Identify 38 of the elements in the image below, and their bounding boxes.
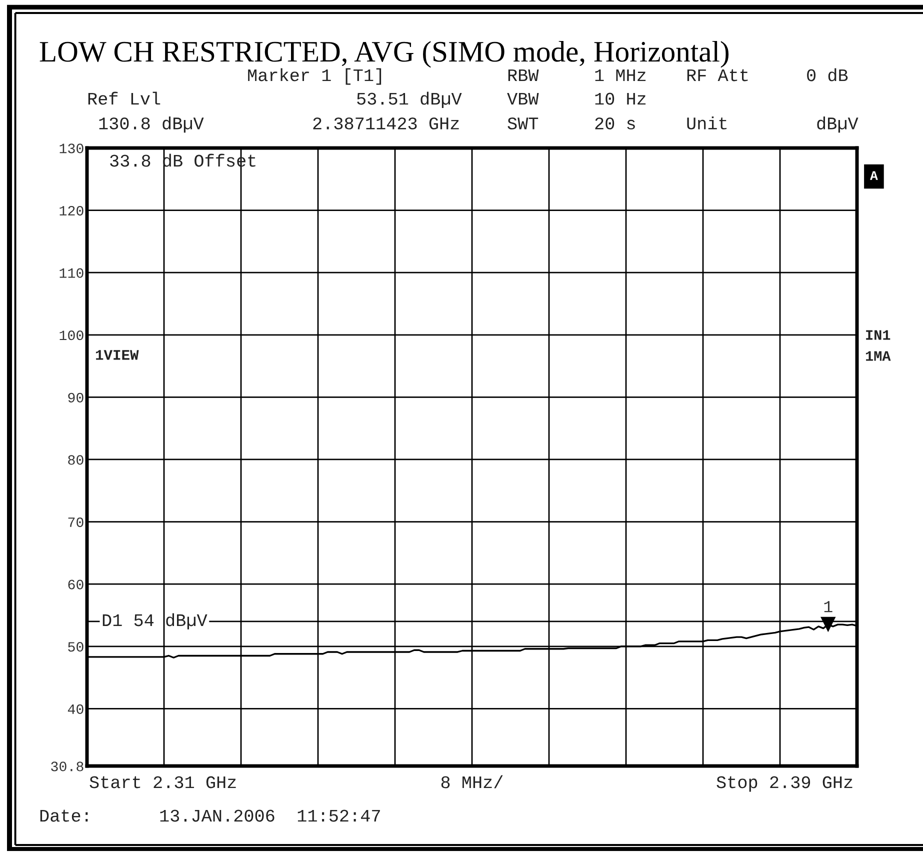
text: 1MA bbox=[866, 351, 891, 361]
y-tick-label: 100 bbox=[60, 330, 84, 340]
series-label: 1 bbox=[824, 601, 832, 612]
text: 53.51 dBµV bbox=[357, 92, 462, 108]
y-tick-label: 40 bbox=[68, 704, 84, 714]
text: Ref Lvl bbox=[88, 92, 160, 105]
text: RBW bbox=[508, 69, 539, 82]
x-axis-title: 8 MHz/ bbox=[441, 775, 503, 788]
text: RF Att bbox=[687, 69, 748, 82]
text: Start 2.31 GHz bbox=[90, 776, 236, 788]
text: SWT bbox=[508, 117, 538, 130]
text: 10 Hz bbox=[595, 92, 646, 105]
text: VBW bbox=[507, 92, 539, 105]
text: 0 dB bbox=[807, 68, 848, 82]
ref-line-label: D1 54 dBµV bbox=[102, 613, 208, 630]
text: 2.38711423 GHz bbox=[313, 117, 459, 130]
text: Date: bbox=[40, 810, 88, 822]
y-tick-label: 70 bbox=[68, 517, 84, 528]
y-tick-label: 60 bbox=[68, 580, 84, 590]
y-tick-label: 90 bbox=[68, 392, 84, 402]
annotation: 1VIEW bbox=[96, 350, 139, 360]
y-tick-label: 120 bbox=[60, 206, 84, 216]
chart-title: LOW CH RESTRICTED, AVG (SIMO mode, Horizontal) bbox=[40, 40, 729, 68]
text: 20 s bbox=[595, 117, 635, 130]
text: 13.JAN.2006 11:52:47 bbox=[160, 810, 380, 822]
text: Marker 1 [T1] bbox=[248, 68, 382, 85]
text: Stop 2.39 GHz bbox=[716, 776, 852, 792]
y-tick-label: 130 bbox=[60, 144, 84, 154]
y-tick-label: 30.8 bbox=[51, 762, 84, 772]
text: 130.8 dBµV bbox=[99, 116, 204, 133]
y-tick-label: 50 bbox=[68, 642, 84, 652]
y-tick-label: 80 bbox=[68, 455, 84, 465]
text: Unit bbox=[687, 116, 727, 130]
text: 1 MHz bbox=[595, 69, 646, 82]
text: A bbox=[870, 171, 878, 180]
text: dBµV bbox=[817, 116, 858, 133]
text: IN1 bbox=[866, 330, 890, 340]
y-tick-label: 110 bbox=[60, 268, 84, 278]
